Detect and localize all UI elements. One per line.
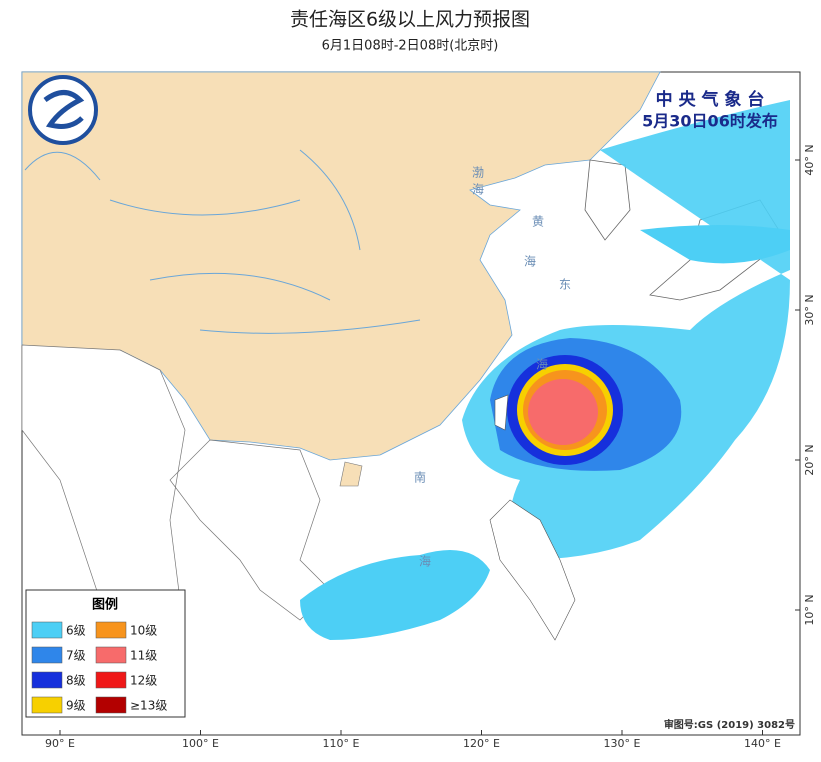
legend-swatch [31,696,63,714]
subtitle: 6月1日08时-2日08时(北京时) [322,39,499,54]
lat-label: 30° N [803,294,816,325]
hainan [339,461,363,487]
lat-label: 10° N [803,594,816,625]
title: 责任海区6级以上风力预报图 [290,9,530,31]
sea-label: 海 [419,554,431,569]
sea-label: 海 [472,182,484,197]
lon-label: 130° E [604,737,641,750]
lon-label: 140° E [744,737,781,750]
legend-items: 6级 10级 7级 11级 8级 12级 9级 ≥13级 [31,621,167,714]
logo [28,75,98,145]
lat-labels: 40° N 30° N 20° N 10° N [795,144,816,626]
legend-label: 10级 [130,624,157,638]
legend-label: 9级 [66,699,86,713]
philippines [489,499,576,641]
rivers [24,149,421,334]
approval: 审图号:GS (2019) 3082号 [664,718,795,731]
logo-mark [43,90,85,129]
sea-label: 黄 [532,215,544,229]
legend-swatch [31,646,63,664]
agency: 中 央 气 象 台 [656,89,765,110]
wind-6-south [300,225,790,640]
taiwan [494,394,509,431]
lat-label: 20° N [803,444,816,475]
sea-label: 渤 [472,166,484,180]
legend-swatch [95,671,127,689]
sea-label: 东 [559,278,571,292]
lon-label: 100° E [182,737,219,750]
legend: 图例 6级 10级 7级 11级 8级 12级 9级 ≥13级 [25,589,186,718]
legend-title: 图例 [92,597,118,613]
legend-label: 12级 [130,674,157,688]
lat-label: 40° N [803,144,816,175]
legend-label: 7级 [66,649,86,663]
sea-label: 南 [414,470,426,485]
sea-label: 海 [524,254,536,269]
legend-label: 8级 [66,674,86,688]
legend-swatch [95,696,127,714]
china-land [21,71,661,461]
legend-swatch [95,646,127,664]
legend-label: 11级 [130,649,157,663]
lon-label: 90° E [45,737,75,750]
issue-time: 5月30日06时发布 [642,112,778,131]
map [21,71,801,736]
legend-label: ≥13级 [130,699,167,713]
legend-swatch [31,621,63,639]
sea-label: 海 [536,357,548,372]
legend-swatch [95,621,127,639]
legend-swatch [31,671,63,689]
legend-label: 6级 [66,624,86,638]
wind-11 [528,379,598,445]
lon-label: 120° E [463,737,500,750]
lon-label: 110° E [323,737,360,750]
lon-labels: 90° E 100° E 110° E 120° E 130° E 140° E [45,730,781,750]
